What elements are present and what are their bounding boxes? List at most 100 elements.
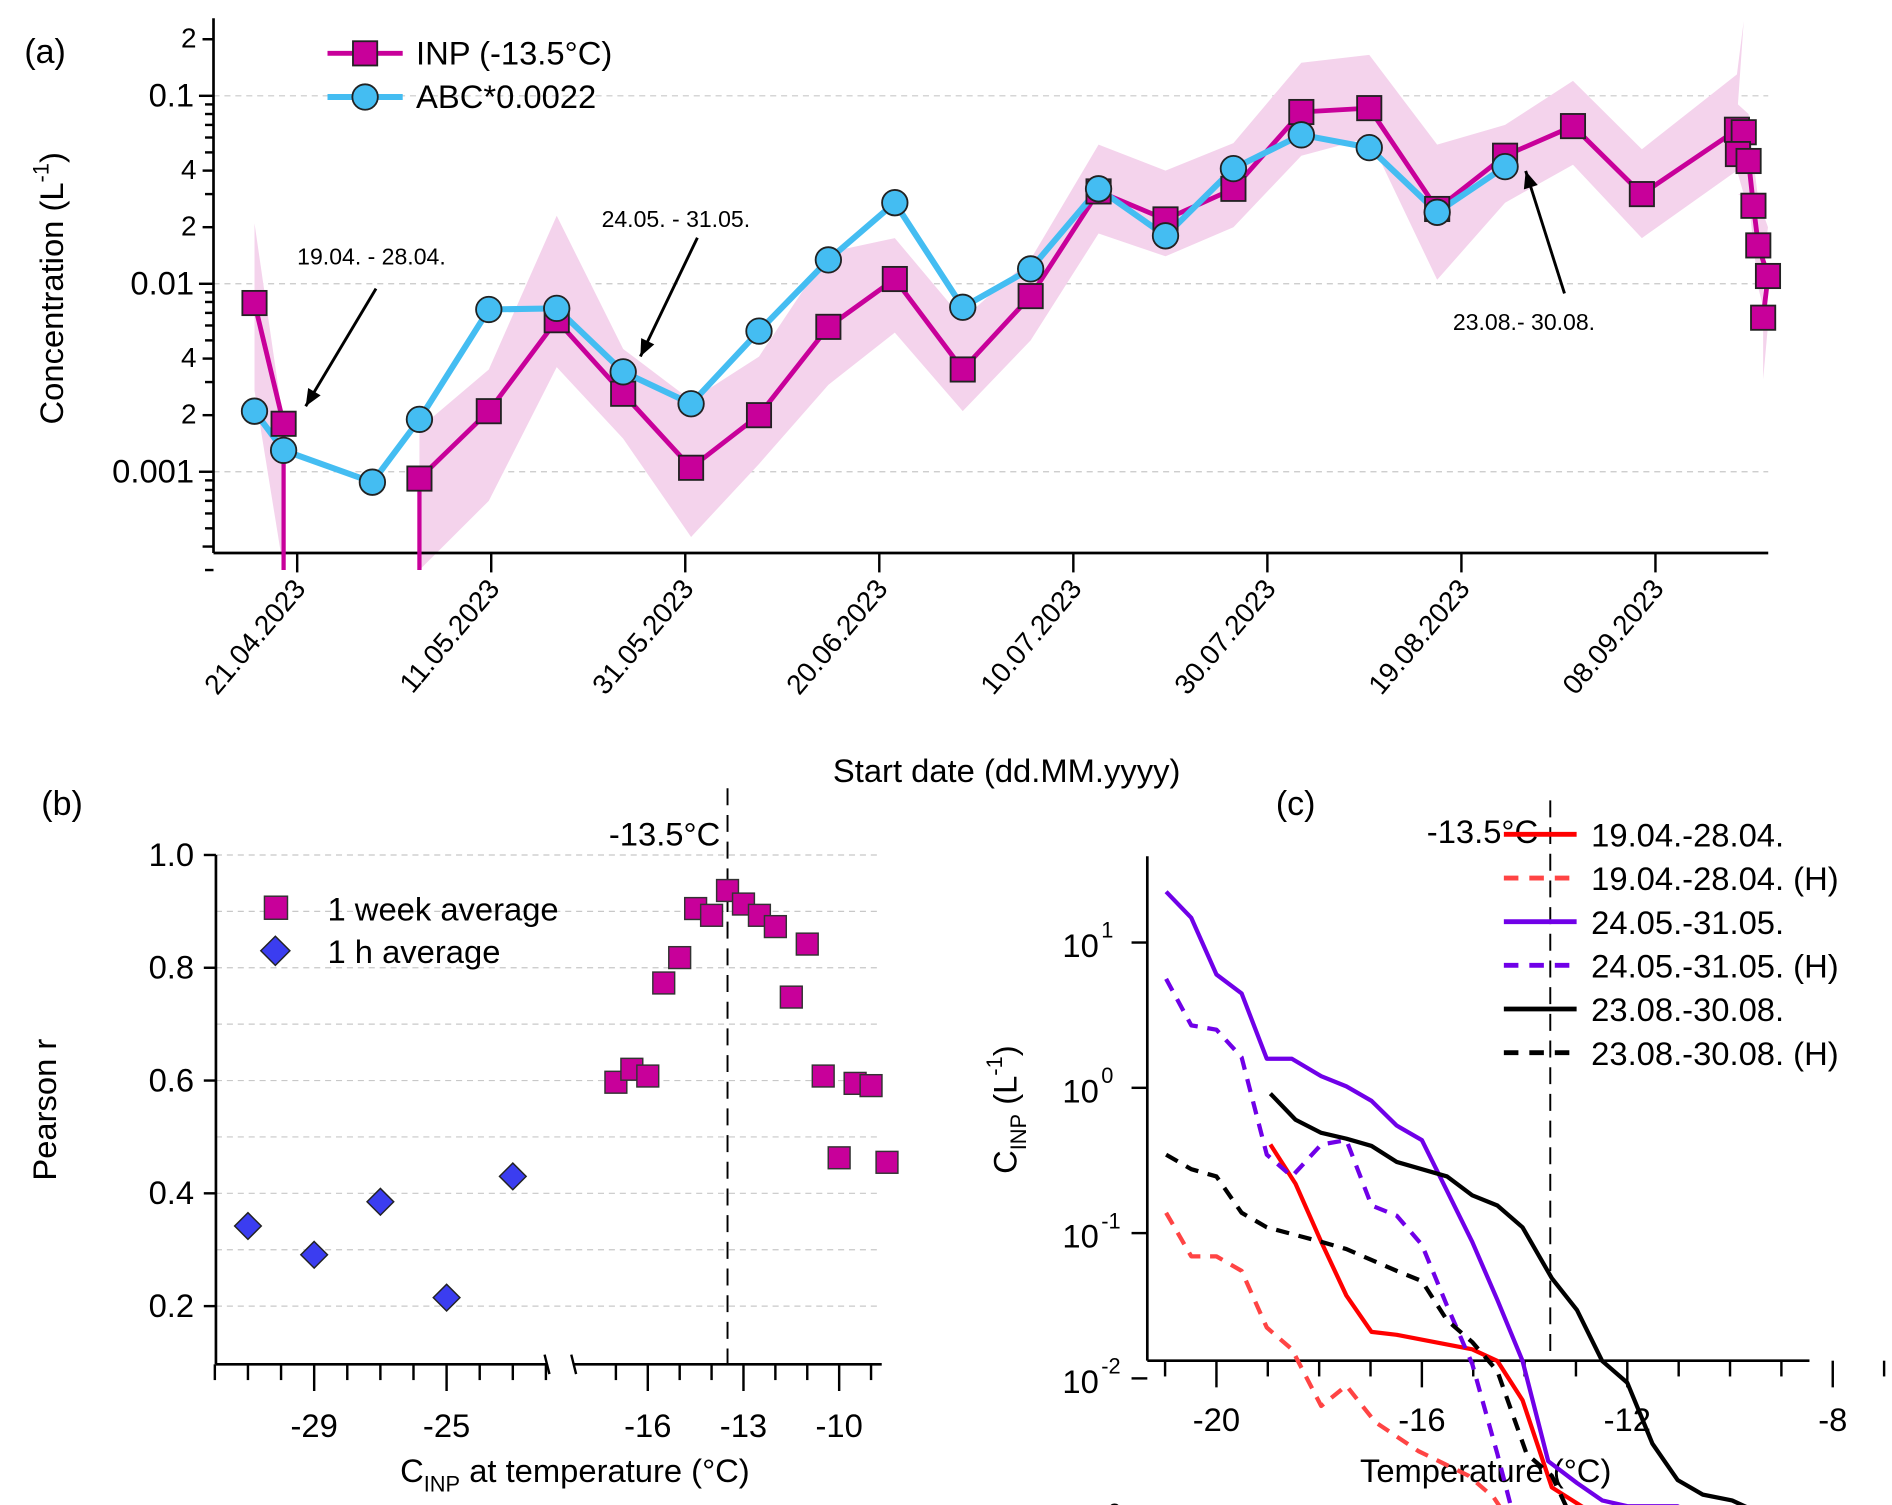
inp-point [1735, 147, 1762, 175]
annotation-label: 23.08.- 30.08. [1453, 309, 1595, 335]
y-tick-label: 10 [1062, 1363, 1098, 1400]
panel-c-chart: 10-410-310-210-1100101-20-16-12-8Tempera… [982, 800, 1886, 1505]
legend-abc-label: ABC*0.0022 [416, 78, 596, 115]
y-tick-label: 1.0 [149, 836, 195, 873]
inp-point [678, 454, 705, 481]
panel-c-label: (c) [1276, 785, 1316, 823]
y-axis-title: Concentration (L-1) [29, 152, 71, 424]
abc-point [475, 295, 503, 324]
panel-b-chart: 0.2 0.4 0.6 0.8 1.0 -29 -25 -16 -13 -10 -13.5°C CIN… [26, 788, 899, 1497]
x-tick-label: 19.08.2023 [1362, 573, 1475, 700]
x-tick-label: -16 [1398, 1401, 1445, 1438]
inp-point [1356, 95, 1383, 122]
annotation-label: 19.04. - 28.04. [297, 243, 446, 269]
x-tick-label: -10 [816, 1407, 863, 1444]
abc-point [745, 317, 773, 345]
abc-point [1151, 222, 1180, 250]
legend-label-4: 23.08.-30.08. [1591, 991, 1784, 1028]
series-line-4 [1268, 1092, 1748, 1505]
y-tick-label: 0.1 [149, 77, 195, 114]
annotation-arrowhead [305, 387, 321, 407]
reference-line-label: -13.5°C [609, 815, 720, 852]
y-tick-label: 0.8 [149, 949, 195, 986]
x-tick-label: 21.04.2023 [198, 573, 311, 700]
abc-point [609, 358, 637, 386]
abc-point [1084, 175, 1113, 203]
abc-point [358, 468, 387, 496]
panel-a-chart: 0.001 0.01 0.1 2 4 2 4 2 21.04.2023 11.05.2023 31.… [29, 18, 1782, 789]
y-tick-label: 0.6 [149, 1061, 195, 1098]
x-tick-label: 30.07.2023 [1168, 573, 1281, 700]
hour-average-point [233, 1211, 263, 1241]
legend-inp-label: INP (-13.5°C) [416, 34, 612, 71]
legend-label-5: 23.08.-30.08. (H) [1591, 1035, 1838, 1072]
abc-point [1491, 152, 1519, 181]
series-line-1 [1164, 1211, 1502, 1505]
reference-line-label: -13.5°C [1427, 813, 1538, 850]
inp-point [241, 289, 268, 317]
week-average-point [763, 914, 788, 939]
y-tick-label: 10 [1062, 1218, 1098, 1255]
y-tick-exponent: 0 [1101, 1063, 1113, 1088]
x-tick-label: -29 [291, 1407, 338, 1444]
y-minor-tick-label: 2 [181, 211, 197, 242]
y-minor-tick-label: 4 [181, 154, 197, 185]
x-tick-label: -13 [720, 1407, 767, 1444]
abc-point [1219, 154, 1248, 183]
legend-hour-marker [259, 935, 291, 967]
inp-point [270, 410, 297, 437]
x-tick-label: -16 [624, 1407, 671, 1444]
y-tick-label: 10 [1062, 1072, 1098, 1109]
x-tick-label: 08.09.2023 [1556, 573, 1669, 700]
inp-point [1730, 119, 1757, 146]
y-tick-label: 0.4 [149, 1174, 195, 1211]
inp-point [610, 380, 637, 407]
inp-point [1754, 262, 1782, 290]
y-minor-tick-label: 2 [181, 399, 197, 430]
abc-point [269, 436, 298, 464]
legend-a: INP (-13.5°C) ABC*0.0022 [327, 34, 612, 115]
series-line-5 [1165, 1152, 1568, 1505]
inp-point [881, 265, 908, 293]
week-average-point [795, 932, 819, 956]
inp-point [1288, 98, 1315, 126]
week-average-point [875, 1150, 899, 1174]
legend-label-2: 24.05.-31.05. [1591, 904, 1784, 941]
legend-abc-marker [351, 83, 379, 111]
abc-point [1355, 133, 1383, 162]
abc-point [405, 405, 434, 433]
y-axis-title: CINP (L-1) [982, 1045, 1031, 1174]
y-tick-exponent: -1 [1101, 1208, 1120, 1233]
x-tick-label: 10.07.2023 [974, 573, 1087, 700]
abc-point [881, 189, 909, 217]
x-tick-label: -20 [1193, 1401, 1240, 1438]
y-tick-exponent: -2 [1101, 1354, 1120, 1379]
inp-point [745, 402, 773, 429]
abc-point [543, 294, 571, 323]
y-tick-label: 0.2 [149, 1287, 195, 1324]
hour-average-point [299, 1240, 329, 1270]
x-tick-label: -25 [423, 1407, 470, 1444]
abc-point [949, 293, 977, 321]
legend-week-label: 1 week average [328, 890, 559, 927]
week-average-point [668, 945, 692, 970]
y-tick-label: 0.01 [130, 265, 194, 302]
hour-average-point [498, 1162, 528, 1191]
week-average-point [636, 1064, 660, 1088]
abc-point [814, 246, 843, 274]
inp-point [1750, 304, 1777, 331]
week-average-point [779, 985, 803, 1009]
y-tick-label: 0.001 [112, 453, 194, 490]
inp-series-line [252, 302, 286, 425]
inp-point [1559, 113, 1587, 140]
y-axis-title: Pearson r [26, 1039, 63, 1181]
y-minor-tick-label: 2 [181, 23, 197, 54]
legend-hour-label: 1 h average [328, 933, 501, 970]
annotation-arrowhead [640, 338, 655, 357]
week-average-point [811, 1064, 835, 1088]
inp-uncertainty-band [419, 21, 1768, 571]
legend-week-marker [263, 895, 289, 920]
panel-b-label: (b) [41, 785, 82, 823]
hour-average-point [432, 1283, 461, 1313]
